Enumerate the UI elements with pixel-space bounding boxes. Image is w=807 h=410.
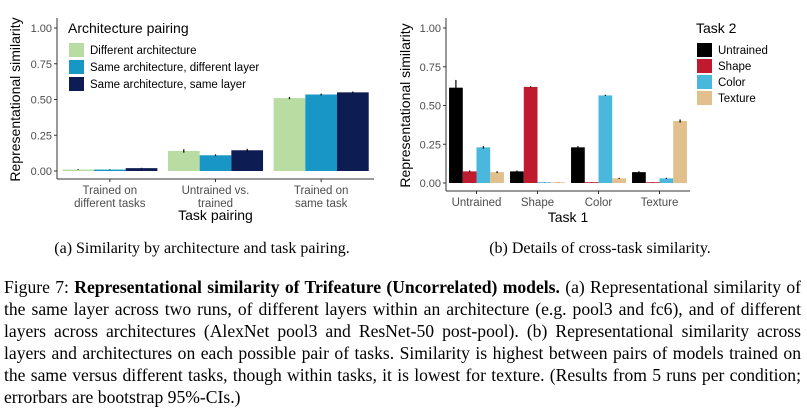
bar (537, 182, 552, 184)
bar (167, 150, 200, 171)
bar (462, 171, 477, 183)
x-tick-label: trained (198, 198, 233, 210)
x-tick-label: Untrained vs. (182, 185, 250, 197)
y-tick-label: 0.25 (31, 130, 52, 142)
x-axis-label: Task 1 (548, 209, 589, 225)
subcaption-a: (a) Similarity by architecture and task … (54, 240, 350, 257)
bar (612, 178, 626, 183)
y-tick-label: 0.50 (420, 101, 441, 113)
bar (449, 87, 463, 183)
legend-title: Task 2 (696, 20, 737, 36)
x-tick-label: same task (295, 198, 348, 210)
y-tick-label: 1.00 (420, 23, 441, 35)
bar (231, 150, 264, 171)
caption-title: Representational similarity of Trifeatur… (74, 277, 560, 297)
y-tick-label: 0.75 (420, 62, 441, 74)
y-tick-label: 0.75 (31, 59, 52, 71)
x-tick-label: Texture (641, 197, 679, 209)
bar (93, 169, 126, 171)
x-tick-label: different tasks (74, 198, 146, 210)
chart-architecture-pairing: 0.00 0.25 0.50 0.75 1.00 Representational sim… (7, 17, 374, 223)
bar (584, 182, 599, 184)
bar (476, 147, 491, 183)
bar (337, 92, 369, 171)
legend-label: Different architecture (90, 45, 197, 57)
bar (199, 155, 232, 171)
chart-cross-task: 0.00 0.25 0.50 0.75 1.00 Representational sim… (400, 18, 768, 225)
legend-title: Architecture pairing (68, 20, 189, 36)
legend-swatch (69, 77, 84, 91)
legend-label: Shape (718, 61, 751, 73)
legend-swatch (697, 91, 712, 105)
bar (571, 147, 585, 183)
legend-swatch (697, 75, 712, 89)
x-tick-label: Trained on (83, 185, 138, 197)
bar (273, 98, 306, 171)
legend-swatch (697, 59, 712, 73)
x-tick-label: Untrained (452, 197, 502, 209)
y-tick-label: 1.00 (31, 23, 52, 35)
x-tick-label: Color (585, 197, 613, 209)
subcaption-b: (b) Details of cross-task similarity. (489, 240, 711, 257)
x-axis-label: Task pairing (178, 207, 253, 223)
bar (510, 171, 524, 183)
bar (62, 169, 94, 171)
legend-swatch (697, 43, 712, 57)
bar (659, 178, 674, 183)
figure-caption: Figure 7: Representational similarity of… (4, 276, 801, 408)
legend-label: Same architecture, different layer (90, 62, 259, 74)
bar (673, 121, 687, 183)
x-tick-label: Shape (521, 197, 554, 209)
y-axis-label: Representational similarity (400, 23, 413, 187)
caption-label: Figure 7: (4, 277, 75, 297)
legend-label: Same architecture, same layer (90, 79, 246, 91)
bar (523, 86, 538, 183)
x-tick-label: Trained on (294, 185, 349, 197)
y-axis-label: Representational similarity (7, 17, 23, 181)
bar (305, 94, 338, 171)
bar (598, 95, 613, 183)
y-tick-label: 0.50 (31, 95, 52, 107)
bar (632, 172, 646, 183)
legend-label: Untrained (718, 45, 768, 57)
y-tick-label: 0.25 (420, 139, 441, 151)
legend-label: Texture (718, 93, 756, 105)
y-tick-label: 0.00 (420, 178, 441, 190)
bar (125, 168, 158, 171)
legend-label: Color (718, 77, 746, 89)
bar (645, 182, 660, 184)
legend-swatch (69, 43, 84, 57)
legend-swatch (69, 60, 84, 74)
y-tick-label: 0.00 (31, 166, 52, 178)
bar (551, 182, 565, 184)
caption-body: (a) Representational similarity of the s… (4, 277, 801, 407)
bar (490, 172, 504, 183)
